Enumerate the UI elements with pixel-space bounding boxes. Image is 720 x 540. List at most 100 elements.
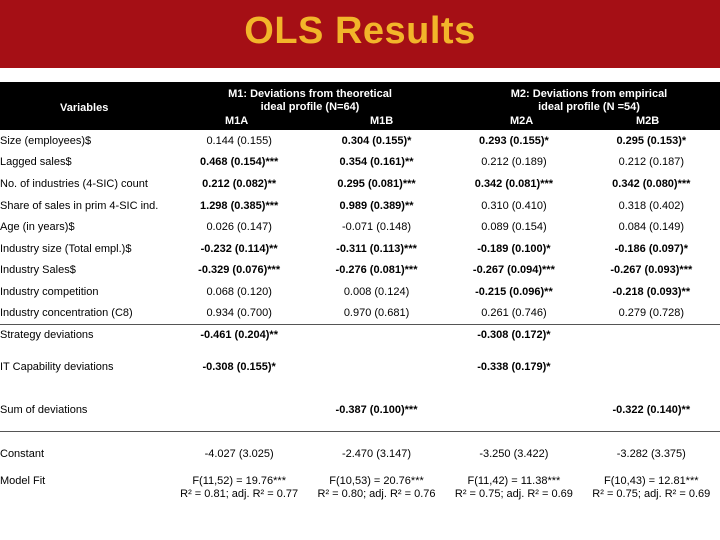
header-variables: Variables <box>60 102 109 114</box>
cell-m1b: 0.970 (0.681) <box>343 307 410 320</box>
cell-m2b: 0.342 (0.080)*** <box>612 177 691 190</box>
cell-m2b: -0.267 (0.093)*** <box>610 264 693 277</box>
header-m1a: M1A <box>225 115 249 127</box>
header-m2-line2: ideal profile (N =54) <box>538 101 640 113</box>
table-row: Industry Sales$ -0.329 (0.076)*** -0.276… <box>0 260 720 282</box>
cell-m2b <box>583 346 720 389</box>
cell-m1a: -0.329 (0.076)*** <box>198 264 281 277</box>
row-label: Industry concentration (C8) <box>0 307 133 320</box>
fit-f-m2a: F(11,42) = 11.38*** <box>467 474 561 487</box>
cell-m2b <box>582 323 720 346</box>
cell-m1b: -0.387 (0.100)*** <box>335 404 418 417</box>
header-m2a: M2A <box>510 115 534 127</box>
table-header: Variables M1: Deviations from theoretica… <box>0 82 720 130</box>
table-row: Strategy deviations -0.461 (0.204)** -0.… <box>0 323 720 346</box>
table-row: No. of industries (4-SIC) count 0.212 (0… <box>0 173 720 195</box>
cell-m1a: -0.308 (0.155)* <box>202 361 276 374</box>
table-row: Size (employees)$ 0.144 (0.155) 0.304 (0… <box>0 130 720 152</box>
fit-f-m2b: F(10,43) = 12.81*** <box>604 474 699 487</box>
fit-r-m2b: R² = 0.75; adj. R² = 0.69 <box>592 487 711 500</box>
cell-m2b: 0.212 (0.187) <box>618 156 685 169</box>
table-row: Lagged sales$ 0.468 (0.154)*** 0.354 (0.… <box>0 152 720 174</box>
slide-title: OLS Results <box>244 10 476 52</box>
cell-m2a: 0.212 (0.189) <box>481 156 547 169</box>
cell-m2a: -3.250 (3.422) <box>445 431 583 475</box>
cell-m1a: -4.027 (3.025) <box>170 431 308 475</box>
table-row: Industry size (Total empl.)$ -0.232 (0.1… <box>0 238 720 260</box>
row-label: Size (employees)$ <box>0 134 92 147</box>
cell-m2a: -0.189 (0.100)* <box>477 242 551 255</box>
header-m2-line1: M2: Deviations from empirical <box>510 88 668 100</box>
cell-m1a: 0.934 (0.700) <box>206 307 272 320</box>
cell-m2b: -0.218 (0.093)** <box>612 285 691 298</box>
cell-m1b: 0.354 (0.161)** <box>339 156 414 169</box>
cell-m2b: 0.084 (0.149) <box>618 221 685 234</box>
header-m1-line2: ideal profile (N=64) <box>260 101 360 113</box>
cell-m2a: -0.215 (0.096)** <box>475 285 553 298</box>
table-row: Constant -4.027 (3.025) -2.470 (3.147) -… <box>0 431 720 475</box>
cell-m1a: -0.461 (0.204)** <box>170 323 308 346</box>
table-row: Model Fit F(11,52) = 19.76*** R² = 0.81;… <box>0 475 720 501</box>
cell-m1b <box>307 323 446 346</box>
row-label: Share of sales in prim 4-SIC ind. <box>0 199 159 212</box>
cell-m1a: 0.144 (0.155) <box>206 134 272 147</box>
cell-m1a: -0.232 (0.114)** <box>200 242 278 255</box>
row-label: Industry competition <box>0 285 99 298</box>
table-row: IT Capability deviations -0.308 (0.155)*… <box>0 346 720 389</box>
header-m1-line1: M1: Deviations from theoretical <box>228 88 392 100</box>
cell-m1b: -0.071 (0.148) <box>341 221 412 234</box>
table-row: Share of sales in prim 4-SIC ind. 1.298 … <box>0 195 720 217</box>
cell-m2b: -3.282 (3.375) <box>582 431 720 475</box>
cell-m1a: F(11,52) = 19.76*** R² = 0.81; adj. R² =… <box>170 475 307 501</box>
row-label: IT Capability deviations <box>0 361 114 374</box>
header-m1-group: M1: Deviations from theoretical ideal pr… <box>200 88 420 114</box>
row-label: Lagged sales$ <box>0 156 72 169</box>
header-m2b: M2B <box>636 115 660 127</box>
cell-m1a: 0.026 (0.147) <box>206 221 272 234</box>
cell-m1b: -0.276 (0.081)*** <box>335 264 418 277</box>
cell-m1b: 0.008 (0.124) <box>343 285 410 298</box>
row-label: Sum of deviations <box>0 404 88 417</box>
cell-m1a: 1.298 (0.385)*** <box>200 199 279 212</box>
row-label: No. of industries (4-SIC) count <box>0 177 148 190</box>
cell-m1b: -0.311 (0.113)*** <box>336 242 417 255</box>
cell-m2a: 0.089 (0.154) <box>481 221 547 234</box>
row-label: Industry Sales$ <box>0 264 76 277</box>
row-label: Age (in years)$ <box>0 221 75 234</box>
cell-m2b: -0.186 (0.097)* <box>614 242 688 255</box>
fit-r-m2a: R² = 0.75; adj. R² = 0.69 <box>454 487 573 500</box>
table-row: Industry concentration (C8) 0.934 (0.700… <box>0 303 720 325</box>
cell-m1a: 0.468 (0.154)*** <box>200 156 279 169</box>
cell-m1b <box>308 346 445 389</box>
cell-m1a: 0.068 (0.120) <box>206 285 272 298</box>
cell-m2b: F(10,43) = 12.81*** R² = 0.75; adj. R² =… <box>583 475 720 501</box>
cell-m2b: -0.322 (0.140)** <box>612 404 691 417</box>
cell-m2a: -0.267 (0.094)*** <box>472 264 555 277</box>
fit-f-m1a: F(11,52) = 19.76*** <box>192 474 286 487</box>
row-label: Model Fit <box>0 474 46 487</box>
cell-m1b: 0.989 (0.389)** <box>339 199 414 212</box>
fit-r-m1b: R² = 0.80; adj. R² = 0.76 <box>317 487 436 500</box>
cell-m2a <box>445 389 582 432</box>
header-m2-group: M2: Deviations from empirical ideal prof… <box>474 88 704 114</box>
cell-m2a: 0.310 (0.410) <box>481 199 547 212</box>
cell-m2a: F(11,42) = 11.38*** R² = 0.75; adj. R² =… <box>445 475 582 501</box>
fit-r-m1a: R² = 0.81; adj. R² = 0.77 <box>180 487 299 500</box>
title-bar: OLS Results <box>0 0 720 68</box>
row-label: Industry size (Total empl.)$ <box>0 242 132 255</box>
header-m1b: M1B <box>370 115 394 127</box>
cell-m1b: -2.470 (3.147) <box>307 431 446 475</box>
cell-m2b: 0.279 (0.728) <box>618 307 685 320</box>
cell-m2b: 0.295 (0.153)* <box>616 134 687 147</box>
cell-m1a: 0.212 (0.082)** <box>202 177 277 190</box>
cell-m2a: 0.293 (0.155)* <box>479 134 549 147</box>
row-label: Constant <box>0 431 171 475</box>
cell-m2a: 0.342 (0.081)*** <box>474 177 554 190</box>
results-table: Size (employees)$ 0.144 (0.155) 0.304 (0… <box>0 130 720 501</box>
cell-m2b: 0.318 (0.402) <box>618 199 685 212</box>
table-row: Sum of deviations -0.387 (0.100)*** -0.3… <box>0 389 720 432</box>
table-row: Age (in years)$ 0.026 (0.147) -0.071 (0.… <box>0 216 720 238</box>
cell-m1b: F(10,53) = 20.76*** R² = 0.80; adj. R² =… <box>308 475 445 501</box>
cell-m2a: -0.338 (0.179)* <box>477 361 551 374</box>
cell-m2a: -0.308 (0.172)* <box>445 323 583 346</box>
